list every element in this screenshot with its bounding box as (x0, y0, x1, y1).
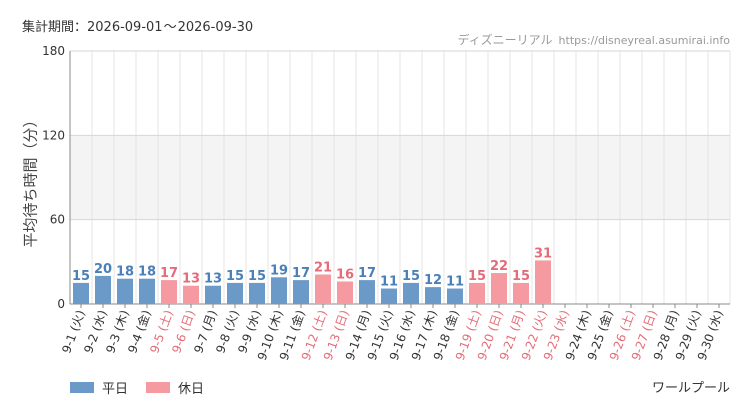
site-credit: ディズニーリアル https://disneyreal.asumirai.info (458, 31, 731, 48)
bar (535, 260, 551, 304)
period-end: 2026-09-30 (177, 20, 254, 35)
legend: 平日 休日 (70, 378, 222, 397)
bar (403, 282, 419, 304)
bar-value-label: 11 (446, 275, 464, 290)
bar-value-label: 13 (204, 272, 222, 287)
legend-swatch-holiday (146, 382, 171, 393)
bar (381, 288, 397, 304)
bar (425, 287, 441, 304)
bar-value-label: 17 (358, 266, 376, 281)
bar-value-label: 18 (138, 265, 156, 280)
period-start: 2026-09-01 (87, 20, 163, 35)
bar-value-label: 15 (512, 269, 530, 284)
bar (447, 288, 463, 304)
bar-value-label: 17 (160, 266, 178, 281)
bar (249, 282, 265, 304)
bar-value-label: 31 (534, 246, 552, 261)
bar (95, 275, 111, 304)
bar (117, 278, 133, 304)
bar (271, 277, 287, 304)
bar-value-label: 13 (182, 272, 200, 287)
aggregation-period: 集計期間：2026-09-01～2026-09-30 (22, 16, 253, 35)
period-separator: ～ (163, 20, 177, 35)
bar (293, 280, 309, 304)
bar-value-label: 16 (336, 268, 354, 283)
brand-url[interactable]: https://disneyreal.asumirai.info (558, 34, 730, 47)
bar-value-label: 19 (270, 263, 288, 278)
period-label: 集計期間： (22, 20, 88, 35)
bar (227, 282, 243, 304)
legend-swatch-weekday (70, 382, 94, 393)
legend-label-weekday: 平日 (102, 382, 129, 397)
bar (183, 285, 199, 304)
bar-value-label: 15 (226, 269, 244, 284)
bar-value-label: 12 (424, 273, 442, 288)
bar-value-label: 20 (94, 262, 112, 277)
bar (469, 282, 485, 304)
bar (315, 274, 331, 304)
bar-value-label: 17 (292, 266, 310, 281)
bar (491, 273, 507, 304)
legend-label-holiday: 休日 (178, 382, 205, 397)
bar-value-label: 22 (490, 259, 508, 274)
bar-value-label: 15 (72, 269, 90, 284)
bar (161, 280, 177, 304)
bar (73, 282, 89, 304)
bar (205, 285, 221, 304)
y-tick-label: 120 (42, 128, 65, 142)
bar (359, 280, 375, 304)
bar-value-label: 21 (314, 260, 332, 275)
bar-value-label: 15 (402, 269, 420, 284)
bar-value-label: 11 (380, 275, 398, 290)
legend-item-weekday: 平日 (70, 378, 128, 397)
bar (513, 282, 529, 304)
legend-item-holiday: 休日 (146, 378, 204, 397)
bar-value-label: 15 (468, 269, 486, 284)
y-tick-label: 0 (57, 297, 65, 311)
y-tick-label: 180 (42, 44, 65, 58)
bar-value-label: 15 (248, 269, 266, 284)
bar (139, 278, 155, 304)
attraction-name: ワールプール (651, 381, 730, 396)
y-tick-label: 60 (50, 213, 65, 227)
brand-name: ディズニーリアル (457, 33, 553, 47)
bar-value-label: 18 (116, 265, 134, 280)
bar (337, 281, 353, 304)
